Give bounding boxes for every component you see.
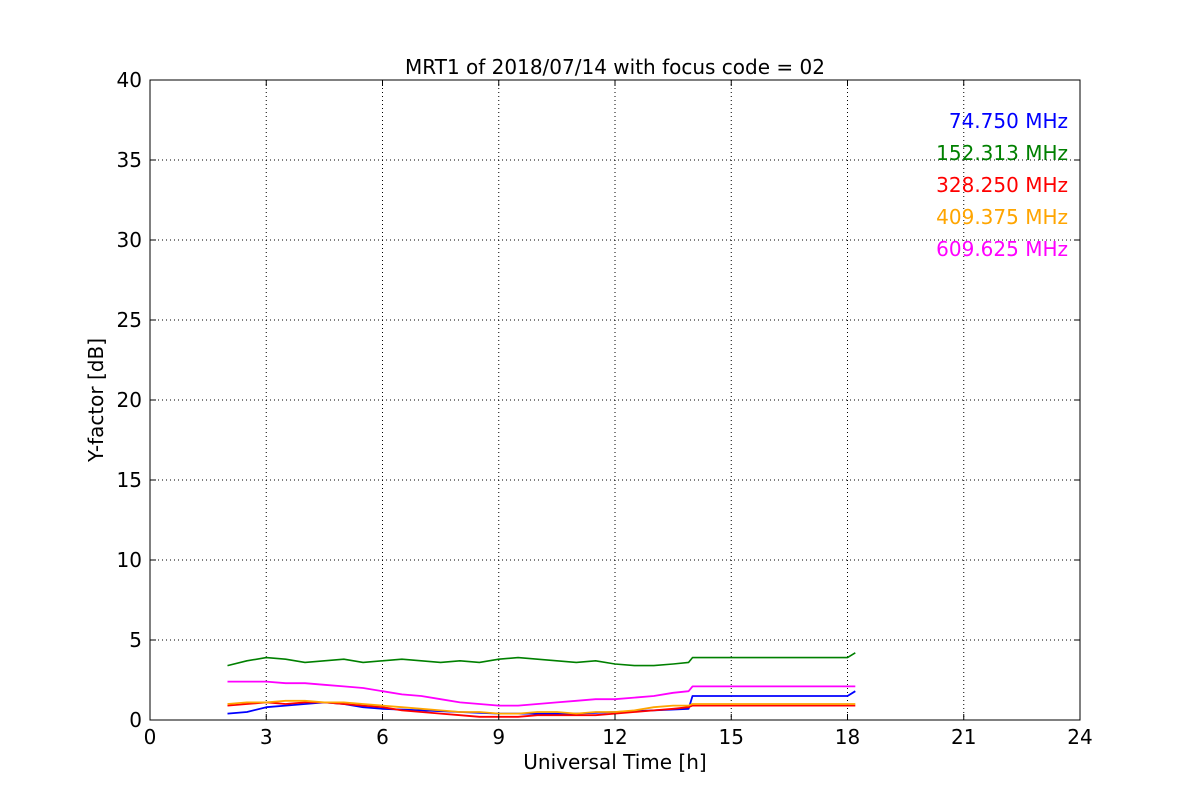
chart-title: MRT1 of 2018/07/14 with focus code = 02 <box>405 55 825 79</box>
x-tick-label: 21 <box>951 725 976 749</box>
series-layer <box>227 652 856 718</box>
legend-entry-5: 609.625 MHz <box>936 237 1068 261</box>
x-tick-label: 24 <box>1067 725 1092 749</box>
y-tick-label: 15 <box>117 468 142 492</box>
series-line-5 <box>227 680 856 707</box>
ticks: 0 3 6 9 12 15 18 21 24 0 5 10 15 20 25 30 35 40 <box>117 68 1093 749</box>
y-axis-label: Y-factor [dB] <box>84 338 108 463</box>
x-tick-label: 6 <box>376 725 389 749</box>
legend: 74.750 MHz 152.313 MHz 328.250 MHz 409.375 … <box>936 109 1068 261</box>
x-tick-label: 3 <box>260 725 273 749</box>
x-tick-label: 12 <box>602 725 627 749</box>
x-tick-label: 0 <box>144 725 157 749</box>
x-tick-label: 15 <box>719 725 744 749</box>
x-tick-label: 9 <box>492 725 505 749</box>
series-line-4 <box>227 699 856 715</box>
legend-entry-4: 409.375 MHz <box>936 205 1068 229</box>
grid <box>150 80 1080 720</box>
x-tick-label: 18 <box>835 725 860 749</box>
y-tick-label: 5 <box>129 628 142 652</box>
y-tick-label: 20 <box>117 388 142 412</box>
legend-entry-2: 152.313 MHz <box>936 141 1068 165</box>
y-tick-label: 35 <box>117 148 142 172</box>
legend-entry-1: 74.750 MHz <box>949 109 1068 133</box>
legend-entry-3: 328.250 MHz <box>936 173 1068 197</box>
x-axis-label: Universal Time [h] <box>523 750 706 774</box>
y-tick-label: 30 <box>117 228 142 252</box>
y-tick-label: 10 <box>117 548 142 572</box>
y-tick-label: 25 <box>117 308 142 332</box>
y-tick-label: 40 <box>117 68 142 92</box>
series-line-2 <box>227 652 856 667</box>
y-tick-label: 0 <box>129 708 142 732</box>
